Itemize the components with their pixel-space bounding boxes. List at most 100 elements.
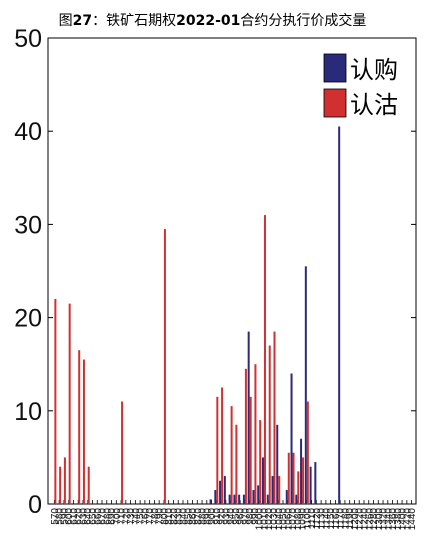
bar-put [263,215,266,504]
bar-call [285,490,288,504]
x-tick-label: 860 [188,508,199,525]
bar-call [304,266,307,504]
bar-put [221,387,224,504]
x-tick-label: 580 [55,508,66,525]
x-tick-label: 870 [193,508,204,525]
x-tick-label: 1420 [402,508,413,531]
x-tick-label: 670 [98,508,109,525]
x-tick-label: 760 [140,508,151,525]
x-tick-label: 690 [107,508,118,525]
x-tick-label: 820 [169,508,180,525]
x-tick-label: 600 [64,508,75,525]
x-tick-label: 1190 [345,508,356,530]
title-sep: ：铁矿石期权 [92,13,177,29]
x-tick-label: 1260 [364,508,375,531]
bar-call [242,494,245,504]
bar-call [276,424,279,504]
x-tick-label: 1100 [302,508,313,530]
bar-call [228,494,231,504]
x-tick-label: 850 [183,508,194,525]
x-tick-label: 740 [131,508,142,525]
x-tick-label: 810 [164,508,175,525]
bar-put [82,359,85,504]
x-tick-label: 840 [178,508,189,525]
bar-put [87,466,90,504]
x-tick-label: 1220 [355,508,366,531]
x-tick-label: 780 [150,508,161,525]
legend: 认购 认沽 [323,53,398,119]
x-tick-label: 1050 [279,508,290,531]
y-tick-label: 0 [28,491,42,519]
bar-call [338,126,341,504]
x-tick-label: 650 [88,508,99,525]
bar-put [254,364,257,504]
x-tick-label: 900 [207,508,218,525]
bar-put [63,457,66,504]
bar-put [306,401,309,504]
bar-put [278,476,281,504]
x-tick-label: 770 [145,508,156,525]
bar-put [230,406,233,504]
x-tick-label: 1070 [288,508,299,531]
bar-put [259,420,262,504]
x-tick-label: 990 [250,508,261,525]
bar-call [261,457,264,504]
bar-put [292,452,295,504]
x-tick-label: 1010 [259,508,270,531]
title-prefix: 图 [58,13,73,29]
x-tick-label: 1080 [293,508,304,531]
x-tick-label: 680 [102,508,113,525]
x-tick-label: 790 [155,508,166,525]
x-tick-label: 660 [93,508,104,525]
x-tick-label: 970 [240,508,251,525]
bar-call [314,462,317,504]
bar-call [233,494,236,504]
x-tick-label: 590 [59,508,70,525]
title-number: 27 [72,13,93,29]
x-tick-label: 1400 [398,508,409,531]
x-tick-label: 1040 [274,508,285,531]
bar-put [216,396,219,504]
bar-call [223,476,226,504]
legend-swatch-call [323,53,347,83]
y-axis: 0 10 20 30 40 50 [14,25,416,519]
y-tick-label: 40 [14,118,42,146]
bar-call [219,480,222,504]
x-tick-label: 1060 [283,508,294,531]
title-contract: 2022-01 [176,13,241,29]
legend-swatch-put [323,88,347,118]
bar-put [249,396,252,504]
x-tick-label: 1030 [269,508,280,531]
bar-put [268,345,271,504]
x-tick-label: 1360 [388,508,399,531]
x-tick-label: 1440 [407,508,418,531]
x-tick-label: 1090 [298,508,309,531]
x-tick-label: 700 [112,508,123,525]
bar-put [235,424,238,504]
x-tick-label: 1110 [307,508,318,529]
bar-call [290,373,293,504]
bar-call [257,485,260,504]
x-tick-label: 950 [231,508,242,525]
bar-put [244,368,247,504]
x-tick-label: 610 [69,508,80,525]
x-tick-label: 630 [78,508,89,525]
y-tick-label: 10 [14,398,42,426]
y-tick-label: 30 [14,211,42,239]
x-tick-label: 1140 [321,508,332,530]
x-tick-label: 830 [174,508,185,525]
bar-call [266,494,269,504]
x-tick-label: 1300 [374,508,385,531]
x-tick-label: 1240 [359,508,370,531]
x-tick-label: 1380 [393,508,404,531]
x-tick-label: 570 [50,508,61,525]
bar-put [163,229,166,504]
x-tick-label: 880 [198,508,209,525]
x-tick-label: 1160 [331,508,342,530]
x-tick-label: 920 [217,508,228,525]
bar-put [121,401,124,504]
bar-call [214,490,217,504]
bar-call [309,466,312,504]
x-tick-label: 1180 [340,508,351,530]
x-tick-label: 710 [117,508,128,525]
